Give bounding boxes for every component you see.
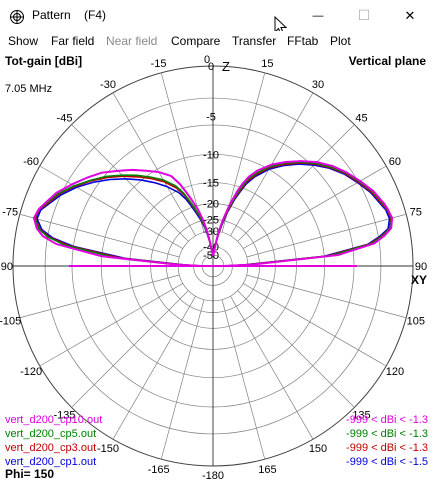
menu-near-field: Near field	[106, 34, 158, 48]
grid-spoke	[221, 299, 266, 460]
grid-spoke	[19, 213, 180, 258]
legend: vert_d200_cp10.out vert_d200_cp5.out ver…	[5, 414, 428, 468]
menu-show[interactable]: Show	[8, 34, 39, 48]
menu-plot[interactable]: Plot	[330, 34, 351, 48]
menu-transfer[interactable]: Transfer	[232, 34, 277, 48]
phi-label: Phi= 150	[5, 467, 54, 481]
angle-label: 45	[355, 113, 367, 125]
angle-label: -150	[97, 443, 119, 455]
legend-file-1: vert_d200_cp10.out	[5, 414, 102, 426]
grid-spoke	[237, 290, 355, 408]
menu-fftab[interactable]: FFtab	[287, 34, 319, 48]
grid-spoke	[71, 124, 189, 242]
ring-label: -5	[206, 112, 216, 124]
ring-label: -25	[203, 214, 219, 226]
grid-spoke	[242, 283, 387, 367]
grid-spoke	[112, 295, 196, 440]
angle-label: 60	[389, 156, 401, 168]
polar-plot-area[interactable]: 0 15 30 45 60 75 90 105 120 135 150 165 -180 -165 -150…	[0, 51, 433, 483]
frequency-label: 7.05 MHz	[5, 83, 52, 95]
polar-pattern-chart: 0 153045607590105120135150165-180-165-150…	[0, 54, 428, 482]
grid-spoke	[160, 299, 205, 460]
angle-label: -120	[20, 366, 42, 378]
z-axis-label: Z	[222, 59, 230, 74]
angle-label: 150	[309, 443, 327, 455]
maximize-button[interactable]: ☐	[341, 0, 387, 31]
angle-label: -90	[0, 261, 13, 273]
ring-label: -50	[203, 250, 219, 262]
menu-far-field[interactable]: Far field	[51, 34, 95, 48]
angle-label: 120	[386, 366, 404, 378]
ring-labels: 0-5-10-15-20-25-30-40-50	[203, 61, 219, 262]
xy-axis-label: XY	[411, 273, 427, 287]
title-bar: Pattern (F4) — ☐ ✕	[0, 0, 433, 36]
angle-label: -60	[23, 156, 39, 168]
angle-labels: 0 153045607590105120135150165-180-165-150…	[0, 54, 427, 482]
angle-label: -30	[100, 79, 116, 91]
grid-spoke	[246, 274, 407, 319]
legend-range-3: -999 < dBi < -1.3	[346, 442, 428, 454]
trace-vert-d200-cp10-out	[32, 160, 394, 267]
app-icon	[10, 10, 24, 24]
angle-label: -180	[202, 470, 224, 482]
ring-label: -10	[203, 149, 219, 161]
angle-label: -75	[2, 207, 18, 219]
legend-file-3: vert_d200_cp3.out	[5, 442, 96, 454]
angle-label: 105	[407, 315, 425, 327]
plane-label: Vertical plane	[349, 54, 427, 68]
grid-spoke	[71, 290, 189, 408]
ring-label: -15	[203, 178, 219, 190]
grid-spoke	[160, 72, 205, 233]
angle-label: -105	[0, 315, 21, 327]
grid-spoke	[112, 92, 196, 237]
grid-spoke	[237, 124, 355, 242]
close-icon: ✕	[404, 7, 416, 23]
legend-range-1: -999 < dBi < -1.3	[346, 414, 428, 426]
legend-file-2: vert_d200_cp5.out	[5, 428, 96, 440]
angle-label: 135	[352, 410, 370, 422]
grid-spoke	[39, 165, 184, 249]
angle-label: -135	[53, 410, 75, 422]
pattern-traces	[32, 160, 394, 267]
maximize-icon: ☐	[357, 7, 371, 23]
angle-label: 0	[204, 54, 210, 66]
window-title: Pattern (F4)	[32, 8, 107, 22]
gain-unit-label: Tot-gain [dBi]	[5, 54, 82, 68]
ring-label: 0	[208, 61, 214, 73]
angle-label: 75	[410, 207, 422, 219]
grid-spoke	[39, 283, 184, 367]
ring-label: -20	[203, 199, 219, 211]
angle-label: 15	[261, 58, 273, 70]
angle-label: -15	[151, 58, 167, 70]
close-button[interactable]: ✕	[387, 0, 433, 31]
grid-spoke	[246, 213, 407, 258]
grid-spoke	[19, 274, 180, 319]
grid-spoke	[230, 295, 314, 440]
legend-file-4: vert_d200_cp1.out	[5, 456, 96, 468]
minimize-button[interactable]: —	[295, 0, 341, 31]
angle-label: 165	[258, 464, 276, 476]
minimize-icon: —	[312, 9, 324, 22]
grid-spoke	[242, 165, 387, 249]
menu-compare[interactable]: Compare	[171, 34, 221, 48]
angle-label: -45	[57, 113, 73, 125]
angle-label: -165	[148, 464, 170, 476]
menu-bar: Show Far field Near field Compare Transf…	[0, 31, 433, 51]
legend-range-4: -999 < dBi < -1.5	[346, 456, 428, 468]
angle-label: 30	[312, 79, 324, 91]
legend-range-2: -999 < dBi < -1.3	[346, 428, 428, 440]
angle-label: 90	[415, 261, 427, 273]
